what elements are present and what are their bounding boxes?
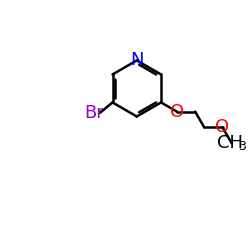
- Text: CH: CH: [218, 134, 244, 152]
- Text: O: O: [216, 118, 230, 136]
- Text: N: N: [130, 52, 143, 70]
- Text: Br: Br: [85, 104, 104, 122]
- Text: O: O: [170, 102, 184, 120]
- Text: 3: 3: [238, 140, 246, 153]
